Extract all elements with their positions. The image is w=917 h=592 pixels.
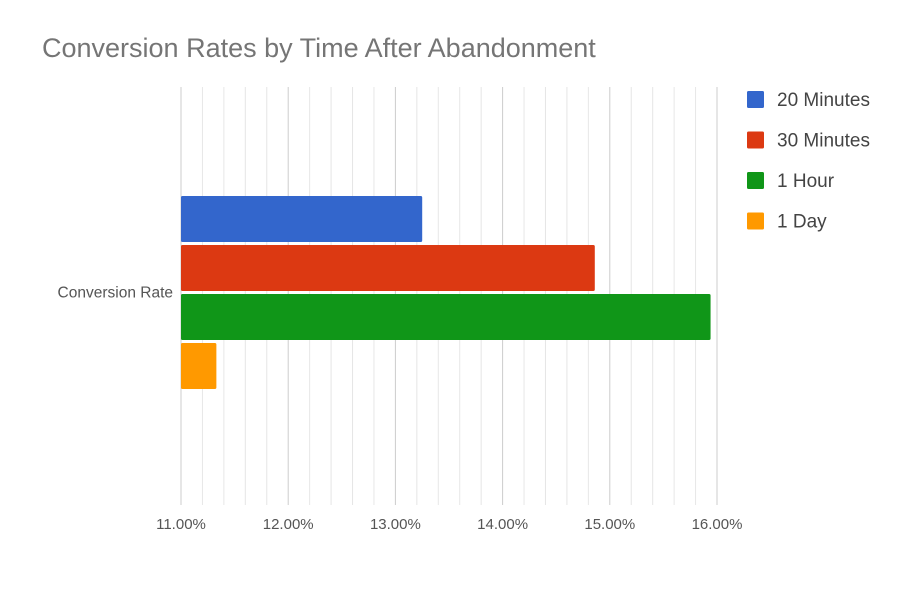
legend-swatch xyxy=(747,172,764,189)
x-tick-label: 16.00% xyxy=(692,516,743,533)
legend-swatch xyxy=(747,131,764,149)
bar xyxy=(181,245,595,291)
legend-label: 1 Day xyxy=(777,212,827,233)
bar xyxy=(181,294,711,340)
x-tick-label: 12.00% xyxy=(263,516,314,533)
bars xyxy=(181,196,711,389)
x-tick-label: 14.00% xyxy=(477,516,528,533)
x-tick-label: 15.00% xyxy=(584,516,635,533)
chart-title: Conversion Rates by Time After Abandonme… xyxy=(42,33,596,63)
x-tick-label: 13.00% xyxy=(370,516,421,533)
bar xyxy=(181,343,217,389)
bar xyxy=(181,196,423,242)
legend-label: 20 Minutes xyxy=(777,90,870,111)
legend: 20 Minutes 30 Minutes 1 Hour 1 Day xyxy=(747,90,870,233)
axes: Conversion Rate 11.00% 12.00% 13.00% 14.00% 1… xyxy=(58,285,743,534)
legend-label: 30 Minutes xyxy=(777,131,870,152)
legend-swatch xyxy=(747,91,764,108)
legend-swatch xyxy=(747,212,764,230)
category-label: Conversion Rate xyxy=(58,285,173,302)
legend-label: 1 Hour xyxy=(777,171,835,192)
x-tick-label: 11.00% xyxy=(156,516,206,533)
